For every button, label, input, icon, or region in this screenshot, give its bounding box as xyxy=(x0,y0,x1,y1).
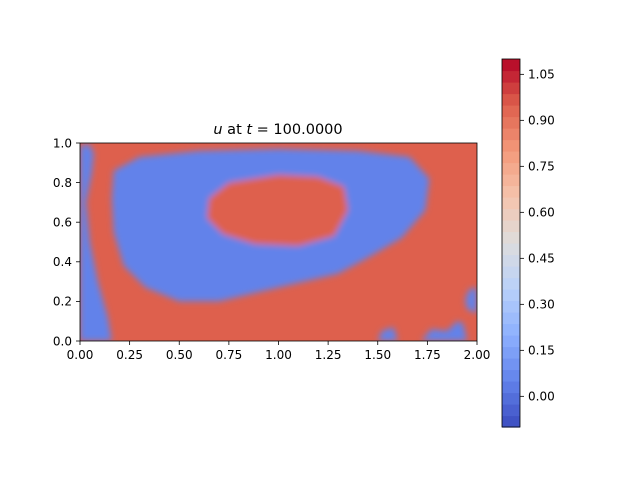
colorbar-band xyxy=(502,404,520,417)
colorbar-band xyxy=(502,197,520,210)
colorbar-band xyxy=(502,392,520,405)
colorbar-band xyxy=(502,289,520,302)
colorbar-band xyxy=(502,82,520,95)
x-tick-label: 0.25 xyxy=(116,348,143,362)
colorbar-band xyxy=(502,70,520,83)
x-axis: 0.00 0.25 0.50 0.75 1.00 1.25 1.50 1.75 2.00 xyxy=(67,341,491,362)
y-tick-label: 0.0 xyxy=(53,334,72,348)
colorbar-band xyxy=(502,151,520,164)
colorbar-tick-label: 0.15 xyxy=(528,344,555,358)
colorbar-band xyxy=(502,128,520,141)
y-tick-label: 0.4 xyxy=(53,255,72,269)
colorbar-band xyxy=(502,300,520,313)
colorbar-tick-label: 0.90 xyxy=(528,114,555,128)
title-variable: u xyxy=(213,122,222,138)
colorbar-tick-label: 0.30 xyxy=(528,298,555,312)
colorbar-band xyxy=(502,139,520,152)
colorbar-band xyxy=(502,174,520,187)
hot-region-center-island xyxy=(207,174,348,246)
y-tick-label: 0.2 xyxy=(53,295,72,309)
colorbar-tick-label: 1.05 xyxy=(528,68,555,82)
colorbar: 0.00 0.15 0.30 0.45 0.60 0.75 0.90 1.05 xyxy=(501,58,555,428)
colorbar-band xyxy=(502,231,520,244)
colorbar-band xyxy=(502,116,520,129)
y-tick-label: 1.0 xyxy=(53,136,72,150)
colorbar-band xyxy=(502,358,520,371)
colorbar-tick-label: 0.60 xyxy=(528,206,555,220)
colorbar-band xyxy=(502,93,520,106)
heatmap-plot xyxy=(79,142,478,342)
cold-region-bottom-blob-1 xyxy=(377,327,398,341)
colorbar-frame xyxy=(501,58,521,428)
y-tick-label: 0.8 xyxy=(53,176,72,190)
colorbar-band xyxy=(502,323,520,336)
x-tick-label: 0.75 xyxy=(216,348,243,362)
colorbar-band xyxy=(502,220,520,233)
colorbar-band xyxy=(502,381,520,394)
x-tick-label: 1.50 xyxy=(364,348,391,362)
colorbar-band xyxy=(502,335,520,348)
colorbar-band xyxy=(502,59,520,72)
colorbar-band xyxy=(502,415,520,428)
title-time-value: = 100.0000 xyxy=(252,122,343,138)
colorbar-band xyxy=(502,185,520,198)
heatmap-field xyxy=(80,143,477,341)
colorbar-band xyxy=(502,312,520,325)
colorbar-band xyxy=(502,208,520,221)
colorbar-tick-label: 0.45 xyxy=(528,252,555,266)
x-tick-label: 0.00 xyxy=(67,348,94,362)
colorbar-band xyxy=(502,346,520,359)
x-tick-label: 2.00 xyxy=(464,348,491,362)
title-time-variable: t xyxy=(246,122,253,138)
heatmap-regions xyxy=(80,143,477,341)
cold-region-right-blob xyxy=(465,287,477,314)
cold-region-bottom-blob-2 xyxy=(421,321,468,341)
colorbar-tick-label: 0.00 xyxy=(528,390,555,404)
colorbar-tick-label: 0.75 xyxy=(528,160,555,174)
colorbar-band xyxy=(502,277,520,290)
colorbar-band xyxy=(502,266,520,279)
title-middle: at xyxy=(223,122,247,138)
colorbar-band xyxy=(502,243,520,256)
colorbar-band xyxy=(502,254,520,267)
x-tick-label: 1.75 xyxy=(414,348,441,362)
chart-title: u at t = 100.0000 xyxy=(213,122,342,138)
colorbar-band xyxy=(502,105,520,118)
y-axis: 0.0 0.2 0.4 0.6 0.8 1.0 xyxy=(53,136,80,348)
x-tick-label: 1.00 xyxy=(265,348,292,362)
x-tick-label: 1.25 xyxy=(315,348,342,362)
x-tick-label: 0.50 xyxy=(166,348,193,362)
colorbar-band xyxy=(502,162,520,175)
colorbar-band xyxy=(502,369,520,382)
cold-region-left-strip xyxy=(80,143,112,341)
y-tick-label: 0.6 xyxy=(53,216,72,230)
